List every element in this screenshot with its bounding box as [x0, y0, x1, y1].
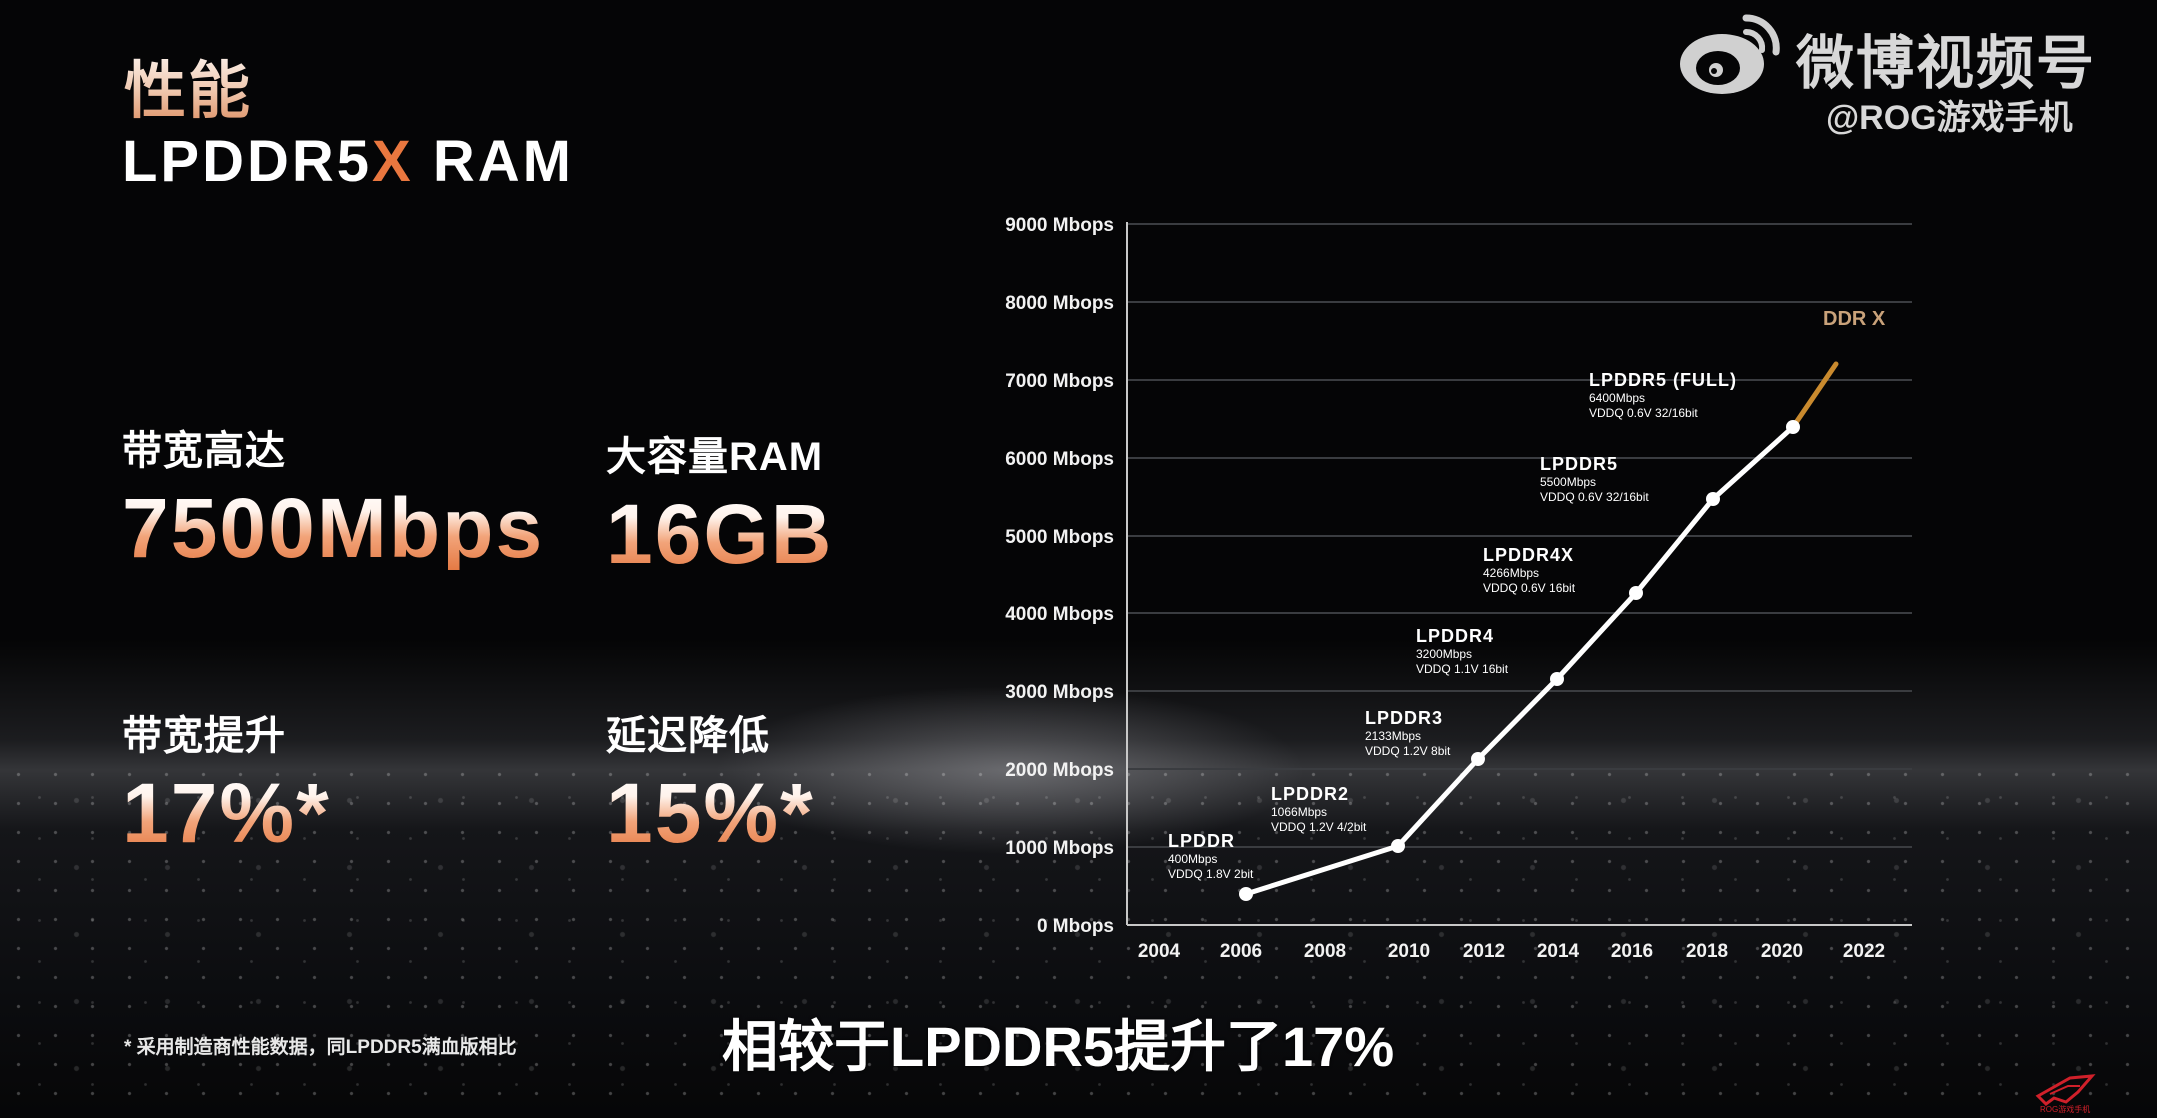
watermark-title: 微博视频号: [1796, 31, 2097, 96]
weibo-watermark: 微博视频号 @ROG游戏手机: [1676, 6, 2097, 137]
svg-text:LPDDR4: LPDDR4: [1416, 626, 1494, 646]
svg-text:1066Mbps: 1066Mbps: [1271, 805, 1327, 819]
svg-text:LPDDR5: LPDDR5: [1540, 454, 1618, 474]
annotation-lpddr2: LPDDR2 1066Mbps VDDQ 1.2V 4/2bit: [1271, 784, 1367, 834]
svg-text:2014: 2014: [1537, 941, 1580, 962]
data-points: [1239, 420, 1800, 901]
svg-text:8000 Mbops: 8000 Mbops: [1005, 293, 1114, 314]
svg-text:6000 Mbops: 6000 Mbops: [1005, 449, 1114, 470]
svg-text:2018: 2018: [1686, 941, 1728, 962]
stat-value: 15%*: [606, 766, 815, 860]
svg-text:5000 Mbops: 5000 Mbops: [1005, 527, 1114, 548]
svg-text:2133Mbps: 2133Mbps: [1365, 729, 1421, 743]
svg-text:VDDQ 0.6V 16bit: VDDQ 0.6V 16bit: [1483, 581, 1576, 595]
svg-text:VDDQ 1.8V 2bit: VDDQ 1.8V 2bit: [1168, 867, 1254, 881]
y-axis-labels: 9000 Mbops 8000 Mbops 7000 Mbops 6000 Mb…: [1005, 215, 1114, 937]
product-title-accent: X: [372, 129, 414, 194]
svg-text:400Mbps: 400Mbps: [1168, 852, 1217, 866]
weibo-icon: [1680, 14, 1780, 94]
svg-text:LPDDR: LPDDR: [1168, 831, 1235, 851]
video-subtitle: 相较于LPDDR5提升了17%: [722, 1015, 1395, 1078]
annotation-lpddr5-full: LPDDR5 (FULL) 6400Mbps VDDQ 0.6V 32/16bi…: [1589, 370, 1737, 420]
stat-label: 大容量RAM: [606, 435, 824, 479]
svg-text:2020: 2020: [1761, 941, 1803, 962]
svg-text:2006: 2006: [1220, 941, 1262, 962]
rog-logo-text: ROG游戏手机: [2040, 1105, 2091, 1114]
svg-text:3200Mbps: 3200Mbps: [1416, 647, 1472, 661]
svg-text:VDDQ 0.6V 32/16bit: VDDQ 0.6V 32/16bit: [1540, 490, 1649, 504]
svg-text:LPDDR5 (FULL): LPDDR5 (FULL): [1589, 370, 1737, 390]
stat-value: 7500Mbps: [122, 481, 545, 575]
particle-texture: [0, 760, 2157, 1118]
svg-text:9000 Mbops: 9000 Mbops: [1005, 215, 1114, 236]
x-axis-labels: 2004 2006 2008 2010 2012 2014 2016 2018 …: [1138, 941, 1885, 962]
stat-bandwidth: 带宽高达 7500Mbps: [122, 418, 544, 570]
gridlines: [1127, 223, 1912, 848]
svg-text:5500Mbps: 5500Mbps: [1540, 475, 1596, 489]
svg-text:2016: 2016: [1611, 941, 1653, 962]
svg-text:2010: 2010: [1388, 941, 1430, 962]
stat-label: 带宽提升: [122, 714, 286, 758]
svg-text:LPDDR3: LPDDR3: [1365, 708, 1443, 728]
annotation-lpddr5: LPDDR5 5500Mbps VDDQ 0.6V 32/16bit: [1540, 454, 1649, 504]
svg-text:LPDDR2: LPDDR2: [1271, 784, 1349, 804]
annotation-lpddr: LPDDR 400Mbps VDDQ 1.8V 2bit: [1168, 831, 1254, 881]
svg-text:6400Mbps: 6400Mbps: [1589, 391, 1645, 405]
stat-label: 延迟降低: [606, 714, 770, 758]
stat-bandwidth-increase: 带宽提升 17%*: [122, 703, 331, 855]
watermark-handle: @ROG游戏手机: [1826, 99, 2073, 137]
stat-value: 16GB: [606, 487, 834, 581]
svg-text:0 Mbops: 0 Mbops: [1037, 916, 1114, 937]
ddrx-projection-line: [1790, 361, 1839, 430]
svg-text:LPDDR4X: LPDDR4X: [1483, 545, 1574, 565]
svg-text:2000 Mbops: 2000 Mbops: [1005, 760, 1114, 781]
svg-text:1000 Mbops: 1000 Mbops: [1005, 838, 1114, 859]
svg-text:2022: 2022: [1843, 941, 1885, 962]
svg-text:VDDQ 1.1V 16bit: VDDQ 1.1V 16bit: [1416, 662, 1509, 676]
svg-text:VDDQ 1.2V 4/2bit: VDDQ 1.2V 4/2bit: [1271, 820, 1367, 834]
section-title: 性能: [124, 40, 252, 130]
product-title-suffix: RAM: [413, 129, 574, 194]
svg-text:2008: 2008: [1304, 941, 1346, 962]
annotation-lpddr4x: LPDDR4X 4266Mbps VDDQ 0.6V 16bit: [1483, 545, 1576, 595]
svg-text:4000 Mbops: 4000 Mbops: [1005, 604, 1114, 625]
rog-logo-icon: [2035, 1074, 2096, 1106]
point-annotations: LPDDR 400Mbps VDDQ 1.8V 2bit LPDDR2 1066…: [1168, 370, 1737, 881]
svg-text:4266Mbps: 4266Mbps: [1483, 566, 1539, 580]
product-title: LPDDR5X RAM: [122, 128, 574, 195]
svg-text:VDDQ 0.6V 32/16bit: VDDQ 0.6V 32/16bit: [1589, 406, 1698, 420]
svg-text:3000 Mbops: 3000 Mbops: [1005, 682, 1114, 703]
product-title-main: LPDDR5: [122, 129, 373, 194]
stat-value: 17%*: [122, 766, 331, 860]
svg-text:2004: 2004: [1138, 941, 1181, 962]
footnote: * 采用制造商性能数据，同LPDDR5满血版相比: [124, 1037, 517, 1058]
axes: [1126, 222, 1912, 926]
annotation-lpddr4: LPDDR4 3200Mbps VDDQ 1.1V 16bit: [1416, 626, 1509, 676]
svg-text:VDDQ 1.2V 8bit: VDDQ 1.2V 8bit: [1365, 744, 1451, 758]
stat-label: 带宽高达: [122, 429, 286, 473]
svg-text:7000 Mbops: 7000 Mbops: [1005, 371, 1114, 392]
stat-capacity: 大容量RAM 16GB: [606, 424, 833, 576]
stat-latency-reduction: 延迟降低 15%*: [606, 703, 815, 855]
ddrx-label: DDR X: [1823, 308, 1886, 330]
annotation-lpddr3: LPDDR3 2133Mbps VDDQ 1.2V 8bit: [1365, 708, 1451, 758]
svg-text:2012: 2012: [1463, 941, 1505, 962]
